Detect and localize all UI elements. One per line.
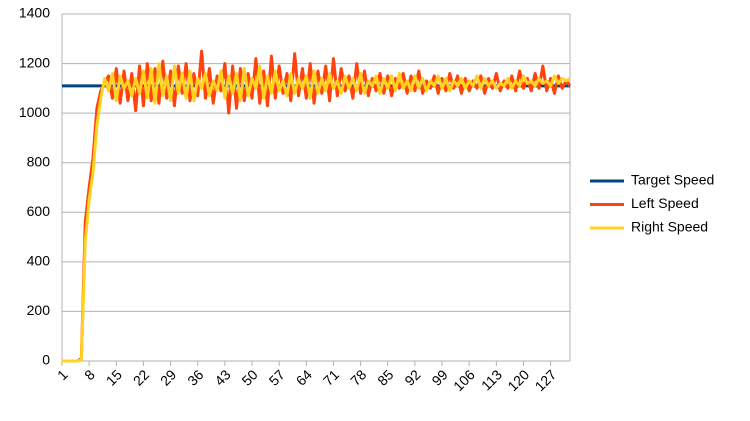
y-tick-label: 200 <box>27 302 51 318</box>
series-line <box>62 49 572 363</box>
x-tick-label: 29 <box>157 366 179 388</box>
x-tick-label: 36 <box>184 366 206 388</box>
x-tick-label: 85 <box>374 366 396 388</box>
x-tick-label: 1 <box>54 366 71 383</box>
y-tick-label: 600 <box>27 203 51 219</box>
x-tick-label: 92 <box>401 366 423 388</box>
y-tick-label: 0 <box>42 352 50 368</box>
y-tick-label: 1400 <box>19 5 50 21</box>
legend-label: Left Speed <box>631 195 699 211</box>
x-tick-label: 113 <box>478 366 505 393</box>
x-tick-label: 106 <box>450 366 478 394</box>
series-line <box>62 62 571 363</box>
x-tick-label: 8 <box>81 366 98 383</box>
x-tick-label: 64 <box>293 366 315 388</box>
x-tick-label: 99 <box>428 366 450 388</box>
legend-label: Right Speed <box>631 219 708 235</box>
x-tick-label: 22 <box>130 366 152 388</box>
legend-label: Target Speed <box>631 172 714 188</box>
y-tick-label: 1000 <box>19 104 50 120</box>
x-tick-label: 78 <box>347 366 369 388</box>
x-tick-label: 57 <box>266 366 288 388</box>
x-tick-label: 43 <box>211 366 233 388</box>
x-tick-label: 120 <box>504 366 532 394</box>
y-tick-label: 400 <box>27 253 51 269</box>
y-tick-label: 1200 <box>19 54 50 70</box>
x-tick-label: 50 <box>238 366 260 388</box>
x-tick-label: 71 <box>320 366 342 388</box>
x-tick-label: 15 <box>103 366 125 388</box>
y-tick-label: 800 <box>27 153 51 169</box>
x-tick-label: 127 <box>532 366 560 394</box>
